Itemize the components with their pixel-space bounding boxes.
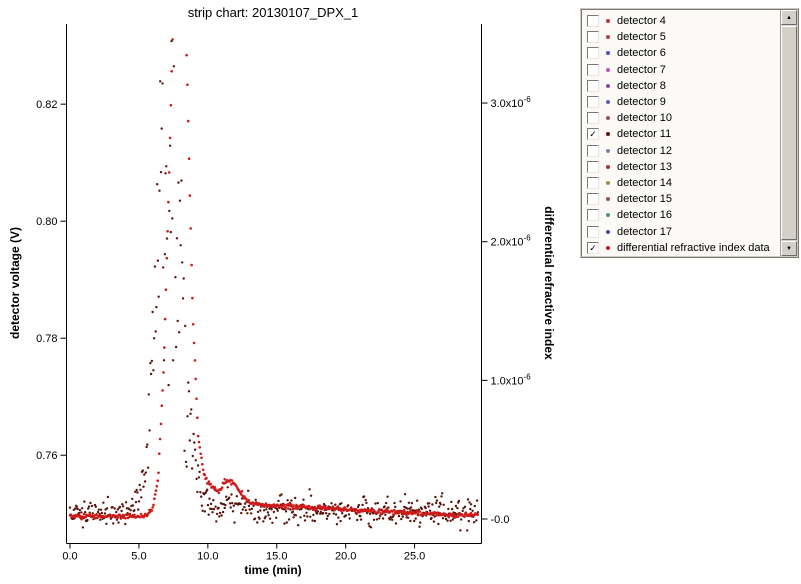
legend-panel: detector 4 detector 5 detector 6 detector 7… — [580, 8, 799, 258]
legend-item-list: detector 4 detector 5 detector 6 detector 7… — [582, 10, 780, 256]
legend-item[interactable]: detector 13 — [587, 159, 780, 175]
series-color-marker — [606, 245, 610, 250]
scrollbar-up-button[interactable]: ▲ — [781, 10, 797, 25]
legend-item-label: detector 9 — [617, 96, 666, 109]
legend-item[interactable]: detector 4 — [587, 13, 780, 29]
series-color-marker — [606, 197, 610, 202]
legend-checkbox[interactable]: ✓ — [587, 241, 599, 254]
legend-item-label: detector 13 — [617, 160, 673, 173]
y-right-axis-ticks: -0.0 1.0x10-6 2.0x10-6 3.0x10-6 — [481, 95, 532, 526]
series-color-marker — [606, 132, 610, 137]
legend-checkbox[interactable] — [587, 144, 599, 157]
series-color-marker — [606, 100, 610, 105]
y-right-tick-label: 3.0x10-6 — [491, 95, 532, 110]
legend-item-label: detector 4 — [617, 15, 666, 28]
y-left-tick-label: 0.80 — [36, 216, 57, 228]
legend-item-label: detector 10 — [617, 112, 673, 125]
legend-checkbox[interactable] — [587, 47, 599, 60]
x-tick-label: 20.0 — [335, 551, 356, 563]
legend-checkbox[interactable] — [587, 15, 599, 28]
legend-item-label: detector 7 — [617, 63, 666, 76]
x-tick-label: 0.0 — [62, 551, 77, 563]
legend-checkbox[interactable] — [587, 193, 599, 206]
legend-item[interactable]: detector 9 — [587, 94, 780, 110]
x-tick-label: 15.0 — [266, 551, 287, 563]
y-left-tick-label: 0.78 — [36, 333, 57, 345]
series-detector-11 — [68, 39, 480, 532]
legend-item-label: detector 16 — [617, 209, 673, 222]
down-arrow-icon: ▼ — [786, 245, 792, 252]
legend-checkbox[interactable] — [587, 96, 599, 109]
legend-checkbox[interactable]: ✓ — [587, 128, 599, 141]
x-axis-label: time (min) — [244, 563, 302, 577]
legend-item-label: detector 8 — [617, 79, 666, 92]
series-color-marker — [606, 164, 610, 169]
legend-checkbox[interactable] — [587, 209, 599, 222]
y-right-tick-label: 2.0x10-6 — [491, 234, 532, 249]
series-differential-refractive-index-data — [68, 38, 480, 521]
legend-item[interactable]: detector 14 — [587, 175, 780, 191]
x-axis-ticks: 0.0 5.0 10.0 15.0 20.0 25.0 — [62, 543, 425, 563]
x-tick-label: 25.0 — [404, 551, 425, 563]
series-color-marker — [606, 229, 610, 234]
legend-checkbox[interactable] — [587, 31, 599, 44]
legend-item-label: detector 5 — [617, 31, 666, 44]
legend-item[interactable]: ✓ detector 11 — [587, 126, 780, 142]
legend-item[interactable]: detector 8 — [587, 78, 780, 94]
legend-scrollbar[interactable]: ▲ ▼ — [780, 10, 797, 256]
legend-item[interactable]: detector 7 — [587, 62, 780, 78]
x-tick-label: 10.0 — [197, 551, 218, 563]
series-color-marker — [606, 67, 610, 72]
legend-item[interactable]: detector 10 — [587, 110, 780, 126]
series-color-marker — [606, 148, 610, 153]
legend-item-label: detector 6 — [617, 47, 666, 60]
up-arrow-icon: ▲ — [786, 14, 792, 21]
legend-item[interactable]: detector 12 — [587, 143, 780, 159]
legend-item[interactable]: detector 15 — [587, 191, 780, 207]
chart-title: strip chart: 20130107_DPX_1 — [187, 5, 359, 20]
legend-item-label: detector 14 — [617, 176, 673, 189]
series-color-marker — [606, 83, 610, 88]
y-left-tick-label: 0.76 — [36, 450, 57, 462]
scrollbar-down-button[interactable]: ▼ — [781, 241, 797, 256]
y-right-tick-label: 1.0x10-6 — [491, 372, 532, 387]
legend-item-label: detector 11 — [617, 128, 672, 141]
legend-item-label: differential refractive index data — [617, 241, 770, 254]
legend-item[interactable]: detector 16 — [587, 207, 780, 223]
series-color-marker — [606, 51, 610, 56]
series-color-marker — [606, 19, 610, 24]
legend-checkbox[interactable] — [587, 225, 599, 238]
legend-item-label: detector 12 — [617, 144, 673, 157]
x-tick-label: 5.0 — [131, 551, 146, 563]
series-color-marker — [606, 180, 610, 185]
y-right-tick-label: -0.0 — [491, 514, 510, 526]
legend-item-label: detector 15 — [617, 193, 673, 206]
y-left-axis-ticks: 0.76 0.78 0.80 0.82 — [36, 99, 67, 462]
legend-checkbox[interactable] — [587, 176, 599, 189]
legend-checkbox[interactable] — [587, 79, 599, 92]
legend-item[interactable]: detector 6 — [587, 45, 780, 61]
legend-checkbox[interactable] — [587, 112, 599, 125]
legend-item[interactable]: detector 17 — [587, 223, 780, 239]
series-color-marker — [606, 116, 610, 121]
legend-item[interactable]: ✓ differential refractive index data — [587, 240, 780, 256]
series-color-marker — [606, 35, 610, 40]
series-color-marker — [606, 213, 610, 218]
legend-checkbox[interactable] — [587, 160, 599, 173]
axis-lines — [66, 24, 482, 544]
legend-checkbox[interactable] — [587, 63, 599, 76]
legend-item[interactable]: detector 5 — [587, 29, 780, 45]
scrollbar-thumb[interactable] — [781, 26, 797, 240]
legend-item-label: detector 17 — [617, 225, 673, 238]
y-left-tick-label: 0.82 — [36, 99, 57, 111]
